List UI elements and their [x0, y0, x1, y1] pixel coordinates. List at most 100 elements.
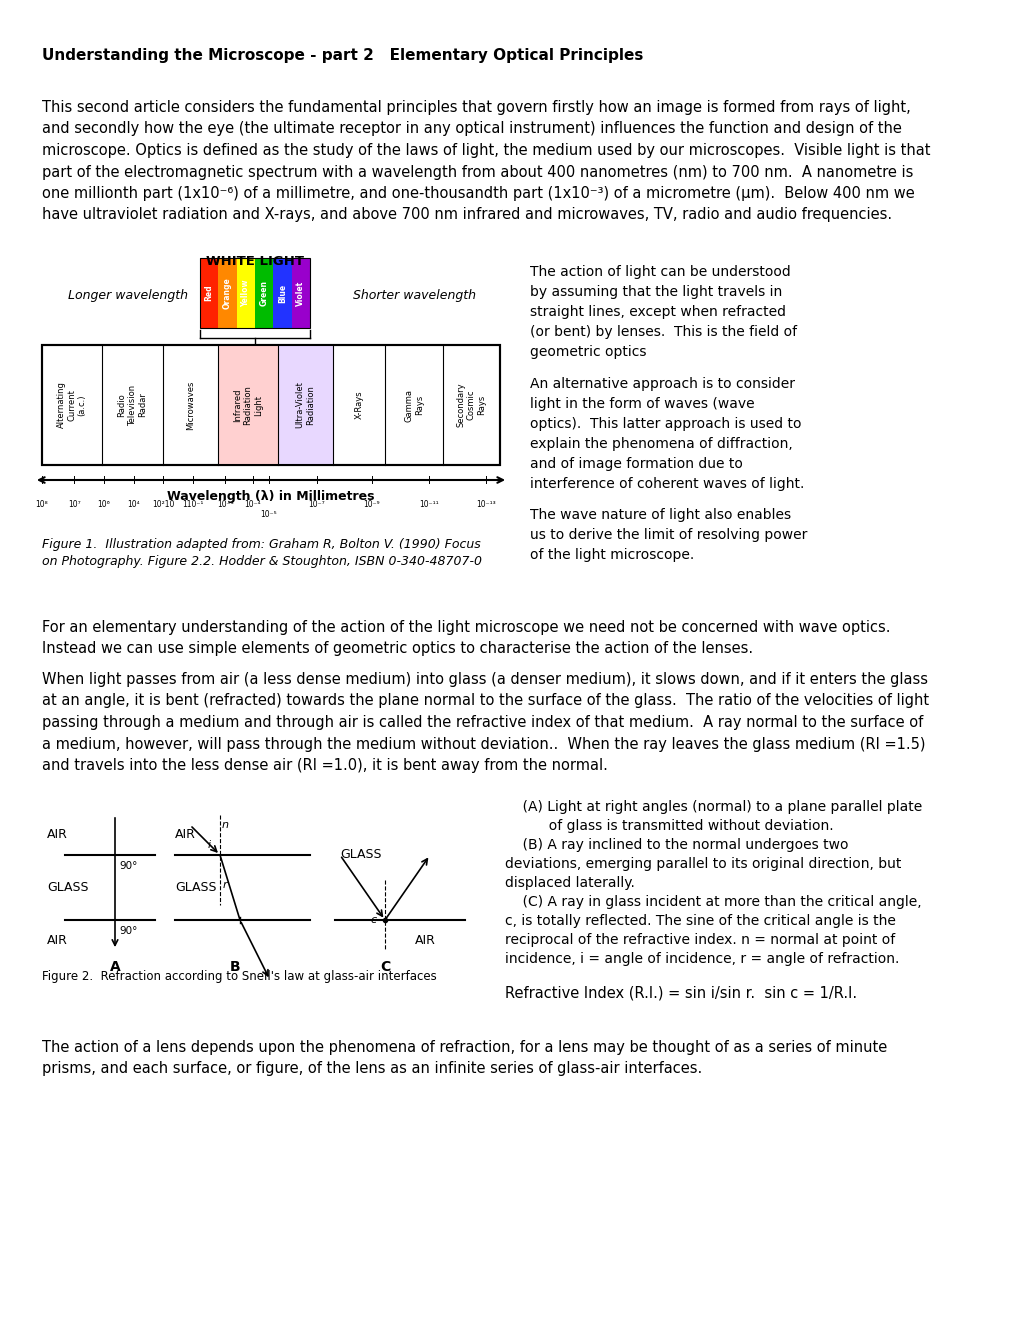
Text: B: B [229, 960, 240, 974]
Text: AIR: AIR [175, 829, 196, 842]
Text: r: r [223, 880, 227, 890]
Text: geometric optics: geometric optics [530, 345, 646, 359]
Text: WHITE LIGHT: WHITE LIGHT [206, 255, 304, 268]
Text: at an angle, it is bent (refracted) towards the plane normal to the surface of t: at an angle, it is bent (refracted) towa… [42, 693, 928, 709]
Text: 10⁻³: 10⁻³ [217, 500, 233, 510]
Text: A: A [109, 960, 120, 974]
Text: (C) A ray in glass incident at more than the critical angle,: (C) A ray in glass incident at more than… [504, 895, 921, 909]
Text: Violet: Violet [297, 280, 305, 306]
Text: AIR: AIR [415, 933, 435, 946]
Bar [42, 345, 499, 465]
Text: The action of light can be understood: The action of light can be understood [530, 265, 790, 279]
Text: Instead we can use simple elements of geometric optics to characterise the actio: Instead we can use simple elements of ge… [42, 642, 752, 656]
Text: 90°: 90° [119, 927, 138, 936]
Text: Blue: Blue [278, 284, 286, 302]
Text: AIR: AIR [47, 829, 68, 842]
Text: GLASS: GLASS [175, 880, 216, 894]
Text: Infrared
Radiation
Light: Infrared Radiation Light [233, 385, 263, 425]
Text: (B) A ray inclined to the normal undergoes two: (B) A ray inclined to the normal undergo… [504, 838, 848, 851]
Text: Orange: Orange [223, 277, 231, 309]
Text: a medium, however, will pass through the medium without deviation..  When the ra: a medium, however, will pass through the… [42, 737, 924, 751]
Text: Yellow: Yellow [242, 280, 250, 306]
Text: 10⁻¹¹: 10⁻¹¹ [419, 500, 438, 510]
Bar [291, 257, 310, 327]
Text: (or bent) by lenses.  This is the field of: (or bent) by lenses. This is the field o… [530, 325, 796, 339]
Text: reciprocal of the refractive index. n = normal at point of: reciprocal of the refractive index. n = … [504, 933, 895, 946]
Text: Ultra-Violet
Radiation: Ultra-Violet Radiation [296, 381, 315, 429]
Text: Figure 1.  Illustration adapted from: Graham R, Bolton V. (1990) Focus: Figure 1. Illustration adapted from: Gra… [42, 539, 480, 550]
Text: displaced laterally.: displaced laterally. [504, 876, 634, 890]
Text: 10⁶: 10⁶ [98, 500, 110, 510]
Text: prisms, and each surface, or figure, of the lens as an infinite series of glass-: prisms, and each surface, or figure, of … [42, 1061, 701, 1077]
Text: Longer wavelength: Longer wavelength [68, 289, 187, 301]
Text: AIR: AIR [47, 933, 68, 946]
Bar [200, 257, 310, 327]
Text: Green: Green [260, 280, 268, 306]
Text: Alternating
Current
(a.c.): Alternating Current (a.c.) [57, 381, 87, 429]
Text: Understanding the Microscope - part 2   Elementary Optical Principles: Understanding the Microscope - part 2 El… [42, 48, 643, 63]
Text: GLASS: GLASS [47, 880, 89, 894]
Text: X-Rays: X-Rays [355, 391, 364, 420]
Bar [218, 345, 277, 465]
Text: i: i [208, 840, 211, 850]
Text: of glass is transmitted without deviation.: of glass is transmitted without deviatio… [504, 818, 833, 833]
Text: explain the phenomena of diffraction,: explain the phenomena of diffraction, [530, 437, 792, 451]
Text: 110⁻¹: 110⁻¹ [182, 500, 204, 510]
Text: microscope. Optics is defined as the study of the laws of light, the medium used: microscope. Optics is defined as the stu… [42, 143, 929, 158]
Text: passing through a medium and through air is called the refractive index of that : passing through a medium and through air… [42, 715, 922, 730]
Text: Wavelength (λ) in Millimetres: Wavelength (λ) in Millimetres [167, 490, 374, 503]
Bar [273, 257, 291, 327]
Text: Figure 2.  Refraction according to Snell's law at glass-air interfaces: Figure 2. Refraction according to Snell'… [42, 970, 436, 983]
Text: one millionth part (1x10⁻⁶) of a millimetre, and one-thousandth part (1x10⁻³) of: one millionth part (1x10⁻⁶) of a millime… [42, 186, 914, 201]
Bar [218, 257, 236, 327]
Text: Gamma
Rays: Gamma Rays [404, 388, 424, 421]
Text: An alternative approach is to consider: An alternative approach is to consider [530, 378, 794, 391]
Text: optics).  This latter approach is used to: optics). This latter approach is used to [530, 417, 801, 432]
Text: 10⁷: 10⁷ [67, 500, 81, 510]
Text: on Photography. Figure 2.2. Hodder & Stoughton, ISBN 0-340-48707-0: on Photography. Figure 2.2. Hodder & Sto… [42, 554, 482, 568]
Bar [42, 345, 499, 465]
Bar [236, 257, 255, 327]
Bar [277, 345, 332, 465]
Text: (A) Light at right angles (normal) to a plane parallel plate: (A) Light at right angles (normal) to a … [504, 800, 921, 814]
Text: 10⁸: 10⁸ [36, 500, 48, 510]
Text: The wave nature of light also enables: The wave nature of light also enables [530, 508, 791, 521]
Text: When light passes from air (a less dense medium) into glass (a denser medium), i: When light passes from air (a less dense… [42, 672, 927, 686]
Text: 10²10: 10²10 [152, 500, 174, 510]
Text: and travels into the less dense air (RI =1.0), it is bent away from the normal.: and travels into the less dense air (RI … [42, 758, 607, 774]
Text: have ultraviolet radiation and X-rays, and above 700 nm infrared and microwaves,: have ultraviolet radiation and X-rays, a… [42, 207, 892, 223]
Text: 10⁴: 10⁴ [127, 500, 140, 510]
Text: Shorter wavelength: Shorter wavelength [354, 289, 476, 301]
Text: interference of coherent waves of light.: interference of coherent waves of light. [530, 477, 804, 491]
Text: Secondary
Cosmic
Rays: Secondary Cosmic Rays [457, 383, 486, 428]
Text: Microwaves: Microwaves [186, 380, 196, 430]
Text: C: C [379, 960, 389, 974]
Text: 10⁻⁹: 10⁻⁹ [363, 500, 380, 510]
Text: 10⁻¹³: 10⁻¹³ [476, 500, 495, 510]
Text: of the light microscope.: of the light microscope. [530, 548, 694, 562]
Bar [255, 257, 273, 327]
Text: deviations, emerging parallel to its original direction, but: deviations, emerging parallel to its ori… [504, 857, 901, 871]
Text: This second article considers the fundamental principles that govern firstly how: This second article considers the fundam… [42, 100, 910, 115]
Text: and secondly how the eye (the ultimate receptor in any optical instrument) influ: and secondly how the eye (the ultimate r… [42, 121, 901, 136]
Text: n: n [222, 820, 229, 830]
Text: c, is totally reflected. The sine of the critical angle is the: c, is totally reflected. The sine of the… [504, 913, 895, 928]
Text: Refractive Index (R.I.) = sin i/sin r.  sin c = 1/R.I.: Refractive Index (R.I.) = sin i/sin r. s… [504, 986, 856, 1001]
Text: straight lines, except when refracted: straight lines, except when refracted [530, 305, 786, 319]
Text: c: c [370, 915, 376, 925]
Text: 90°: 90° [119, 861, 138, 871]
Text: incidence, i = angle of incidence, r = angle of refraction.: incidence, i = angle of incidence, r = a… [504, 952, 899, 966]
Text: part of the electromagnetic spectrum with a wavelength from about 400 nanometres: part of the electromagnetic spectrum wit… [42, 165, 912, 180]
Text: light in the form of waves (wave: light in the form of waves (wave [530, 397, 754, 411]
Text: 10⁻⁴: 10⁻⁴ [245, 500, 261, 510]
Text: Red: Red [205, 285, 213, 301]
Text: 10⁻⁷: 10⁻⁷ [308, 500, 325, 510]
Text: Radio
Television
Radar: Radio Television Radar [117, 384, 147, 425]
Text: 10⁻⁵: 10⁻⁵ [260, 510, 277, 519]
Text: and of image formation due to: and of image formation due to [530, 457, 742, 471]
Text: For an elementary understanding of the action of the light microscope we need no: For an elementary understanding of the a… [42, 620, 890, 635]
Text: GLASS: GLASS [339, 849, 381, 862]
Bar [200, 257, 218, 327]
Text: The action of a lens depends upon the phenomena of refraction, for a lens may be: The action of a lens depends upon the ph… [42, 1040, 887, 1055]
Text: by assuming that the light travels in: by assuming that the light travels in [530, 285, 782, 300]
